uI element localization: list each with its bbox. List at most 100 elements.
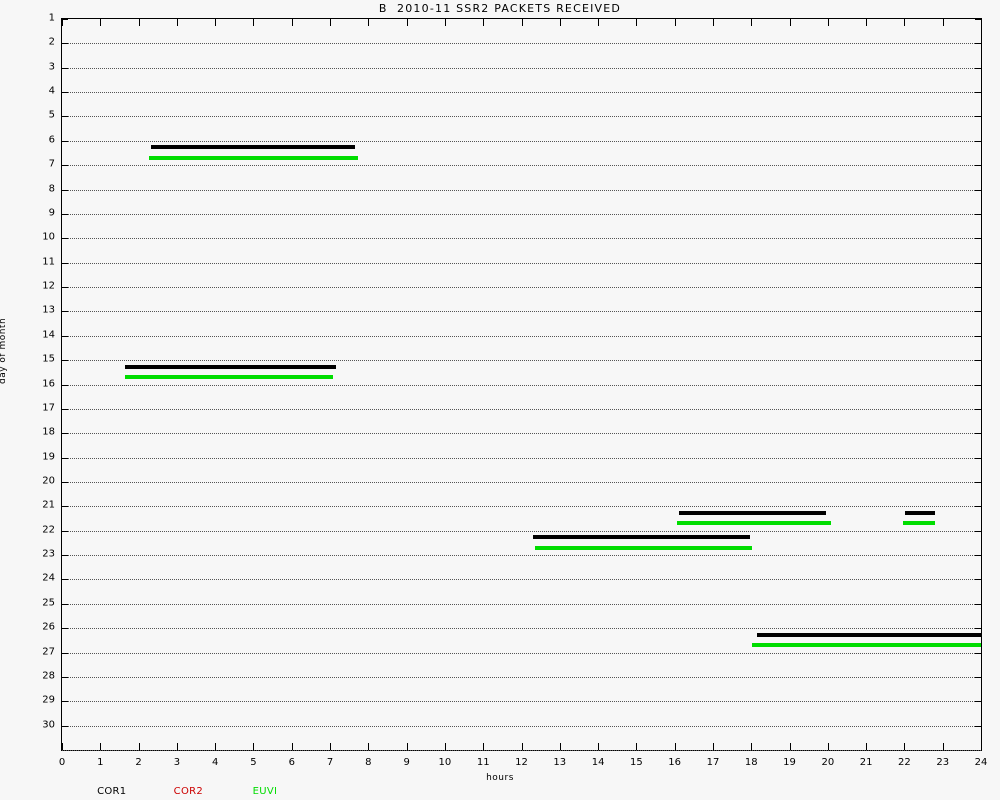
y-tick-right xyxy=(975,725,981,727)
y-axis-tick-label: 13 xyxy=(42,304,55,316)
y-tick xyxy=(62,481,68,483)
x-tick-top xyxy=(330,19,332,26)
chart-title: B 2010-11 SSR2 PACKETS RECEIVED xyxy=(378,2,622,15)
grid-line xyxy=(62,67,981,69)
y-axis-tick-label: 30 xyxy=(42,719,55,731)
x-axis-title: hours xyxy=(486,773,514,783)
y-tick-right xyxy=(975,408,981,410)
x-tick xyxy=(636,743,638,750)
x-tick xyxy=(291,743,293,750)
x-tick xyxy=(521,743,523,750)
y-tick-right xyxy=(975,384,981,386)
x-tick-top xyxy=(559,19,561,26)
grid-line xyxy=(62,676,981,678)
x-axis-tick-label: 10 xyxy=(438,757,452,768)
y-tick-right xyxy=(975,287,981,289)
y-tick-right xyxy=(975,19,981,20)
legend-item-cor1: COR1 xyxy=(97,786,127,797)
y-axis-tick-label: 23 xyxy=(42,548,55,560)
data-bar-cor1 xyxy=(904,510,936,515)
y-tick-right xyxy=(975,213,981,215)
y-tick-right xyxy=(975,140,981,142)
grid-line xyxy=(62,433,981,435)
y-tick xyxy=(62,43,68,45)
x-axis-tick-label: 0 xyxy=(58,757,66,768)
y-tick-right xyxy=(975,579,981,581)
x-axis-tick-label: 5 xyxy=(250,757,257,768)
x-axis-tick-label: 14 xyxy=(591,757,605,768)
y-axis-tick-label: 1 xyxy=(48,12,55,24)
grid-line xyxy=(62,628,981,630)
x-tick-top xyxy=(483,19,485,26)
y-tick-right xyxy=(975,457,981,459)
data-bar-euvi xyxy=(676,521,831,526)
y-tick xyxy=(62,335,68,337)
x-tick-top xyxy=(827,19,829,26)
x-axis-tick-label: 2 xyxy=(135,757,142,768)
x-tick xyxy=(559,743,561,750)
x-axis-tick-label: 1 xyxy=(97,757,104,768)
data-bar-euvi xyxy=(534,545,752,550)
y-tick xyxy=(62,165,68,167)
x-tick-top xyxy=(215,19,217,26)
y-axis-tick-label: 7 xyxy=(48,158,55,170)
x-tick-top xyxy=(789,19,791,26)
x-tick-top xyxy=(406,19,408,26)
y-tick xyxy=(62,579,68,581)
y-axis-tick-label: 28 xyxy=(42,670,55,682)
y-axis-tick-label: 22 xyxy=(42,524,55,536)
x-tick-top xyxy=(368,19,370,26)
y-axis-tick-label: 5 xyxy=(48,109,55,121)
x-tick xyxy=(100,743,102,750)
x-tick xyxy=(368,743,370,750)
x-tick xyxy=(942,743,944,750)
grid-line xyxy=(62,360,981,362)
grid-line xyxy=(62,384,981,386)
y-axis-tick-label: 11 xyxy=(42,256,55,268)
y-axis-tick-label: 26 xyxy=(42,621,55,633)
grid-line xyxy=(62,213,981,215)
y-axis-tick-label: 2 xyxy=(48,36,55,48)
grid-line xyxy=(62,750,981,751)
y-tick xyxy=(62,457,68,459)
y-tick xyxy=(62,408,68,410)
y-tick-right xyxy=(975,43,981,45)
y-axis-tick-label: 10 xyxy=(42,231,55,243)
x-tick-top xyxy=(866,19,868,26)
grid-line xyxy=(62,238,981,240)
x-tick xyxy=(981,743,982,750)
x-tick xyxy=(827,743,829,750)
y-tick xyxy=(62,238,68,240)
x-tick-top xyxy=(176,19,178,26)
y-tick xyxy=(62,213,68,215)
grid-line xyxy=(62,579,981,581)
y-tick-right xyxy=(975,628,981,630)
y-tick xyxy=(62,19,68,20)
grid-line xyxy=(62,481,981,483)
y-axis-tick-label: 8 xyxy=(48,183,55,195)
x-tick-top xyxy=(674,19,676,26)
x-tick-top xyxy=(712,19,714,26)
grid-line xyxy=(62,530,981,532)
y-axis-tick-label: 21 xyxy=(42,499,55,511)
data-bar-euvi xyxy=(148,155,359,160)
grid-line xyxy=(62,189,981,191)
y-tick xyxy=(62,725,68,727)
x-tick xyxy=(866,743,868,750)
x-axis-tick-label: 21 xyxy=(859,757,873,768)
grid-line xyxy=(62,262,981,264)
y-tick xyxy=(62,676,68,678)
y-tick xyxy=(62,67,68,69)
x-tick-top xyxy=(521,19,523,26)
x-axis-tick-label: 6 xyxy=(288,757,295,768)
data-bar-euvi xyxy=(902,521,936,526)
x-axis-tick-label: 11 xyxy=(476,757,490,768)
y-axis-tick-label: 6 xyxy=(48,134,55,146)
y-tick-right xyxy=(975,311,981,313)
data-bar-cor1 xyxy=(756,632,981,637)
y-tick xyxy=(62,92,68,94)
x-tick-top xyxy=(904,19,906,26)
y-tick xyxy=(62,287,68,289)
x-axis-tick-label: 15 xyxy=(630,757,643,768)
